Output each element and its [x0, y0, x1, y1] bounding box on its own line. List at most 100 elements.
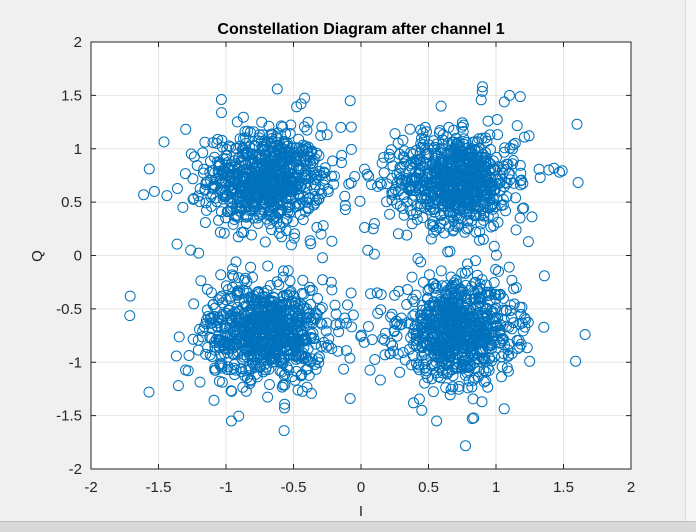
data-point [244, 317, 256, 329]
data-point [273, 319, 285, 330]
data-point [265, 206, 276, 218]
data-point [490, 302, 502, 314]
data-point [312, 293, 324, 304]
data-point [264, 280, 276, 291]
data-point [451, 278, 463, 290]
data-point [380, 327, 391, 339]
data-point [476, 321, 488, 333]
data-point [456, 359, 468, 371]
data-point [410, 289, 422, 301]
data-point [441, 328, 453, 340]
data-point [415, 256, 427, 268]
data-point [257, 187, 269, 198]
data-point [462, 265, 473, 277]
data-point [455, 150, 467, 162]
y-tick-label: 0 [74, 248, 82, 265]
data-point [440, 382, 452, 394]
data-point [460, 192, 471, 204]
data-point [412, 253, 424, 265]
data-point [389, 289, 401, 301]
data-point [478, 365, 490, 377]
data-point [456, 267, 468, 279]
data-point [417, 341, 429, 353]
data-point [200, 348, 212, 360]
data-point [403, 183, 415, 195]
data-point [408, 397, 419, 409]
data-point [500, 205, 512, 217]
data-point [571, 118, 583, 130]
data-point [330, 319, 342, 331]
data-point [273, 206, 285, 218]
data-point [254, 324, 266, 336]
data-point [470, 255, 481, 267]
data-point [491, 114, 503, 125]
data-point [254, 361, 266, 373]
data-point [209, 362, 221, 374]
data-point [515, 167, 527, 179]
data-point [570, 355, 582, 367]
data-point [315, 228, 327, 240]
data-point [253, 342, 265, 354]
data-point [252, 218, 264, 229]
data-point [496, 334, 508, 346]
data-point [290, 349, 302, 361]
data-point [188, 298, 200, 310]
data-point [444, 171, 456, 183]
y-tick-labels: -2 -1.5 -1 -0.5 0 0.5 1 1.5 2 [56, 34, 82, 478]
data-point [388, 187, 399, 198]
data-point [497, 304, 509, 316]
data-point [494, 336, 506, 348]
data-point [290, 353, 302, 365]
data-point [292, 384, 304, 396]
data-point [240, 190, 252, 201]
data-point [244, 335, 256, 347]
data-point [235, 363, 247, 375]
data-point [498, 146, 510, 158]
data-point [404, 123, 416, 135]
data-point [340, 345, 352, 357]
data-point [227, 347, 239, 359]
data-point [362, 321, 374, 332]
data-point [441, 131, 453, 143]
data-point [198, 321, 210, 333]
data-point [466, 381, 478, 393]
data-point [124, 310, 136, 322]
data-point [488, 240, 500, 252]
data-point [276, 173, 288, 185]
data-point [415, 138, 427, 150]
data-point [473, 133, 485, 145]
data-point [323, 333, 335, 345]
data-point [390, 315, 402, 327]
data-point [461, 304, 473, 316]
x-tick-label: -1 [219, 479, 232, 496]
data-point [447, 327, 459, 339]
data-point [239, 185, 251, 197]
data-point [381, 196, 392, 208]
data-point [316, 121, 328, 133]
data-point [326, 343, 338, 355]
data-point [278, 135, 290, 147]
data-point [424, 167, 436, 179]
data-point [212, 314, 224, 326]
data-point [270, 303, 282, 315]
data-point [225, 415, 237, 427]
data-point [448, 199, 460, 211]
data-point [492, 161, 504, 173]
data-point [439, 189, 450, 201]
data-point [447, 370, 459, 382]
data-point [502, 350, 514, 362]
data-point [214, 160, 226, 172]
data-point [268, 185, 280, 197]
data-point [493, 177, 505, 189]
data-point [241, 146, 253, 158]
data-point [394, 319, 406, 331]
data-point [214, 292, 226, 304]
data-point [208, 179, 220, 191]
data-point [452, 181, 464, 193]
data-point [406, 359, 417, 371]
data-point [514, 212, 526, 224]
data-point [421, 177, 433, 189]
data-point [301, 124, 313, 136]
data-point [461, 223, 473, 235]
data-point [492, 129, 504, 141]
